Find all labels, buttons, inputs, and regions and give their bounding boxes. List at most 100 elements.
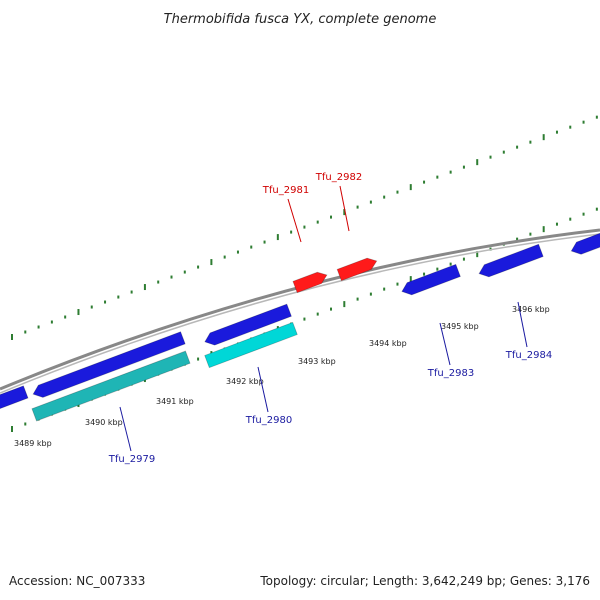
gene-tfu-2979-arrow-body <box>33 331 186 398</box>
leader-tfu-2982 <box>339 185 350 232</box>
gene-labels: Tfu_2979 Tfu_2980 Tfu_2981 Tfu_2982 Tfu_2983… <box>108 172 552 465</box>
label-tfu-2983: Tfu_2983 <box>427 368 474 379</box>
gene-tfu-2980-arrow-edge <box>204 303 292 346</box>
gene-tfu-2982-arrow <box>336 257 378 282</box>
inner-tick <box>516 237 519 241</box>
inner-tick <box>542 226 545 233</box>
map-title: Thermobifida fusca YX, complete genome <box>164 12 437 27</box>
outer-tick <box>250 245 253 249</box>
gene-tfu-2981-arrow-body <box>292 272 327 293</box>
inner-tick <box>11 426 13 432</box>
gene-blue-edge-arrow <box>0 385 29 410</box>
outer-tick <box>104 300 107 304</box>
gene-tfu-2981-arrow <box>292 271 328 294</box>
outer-tick <box>77 309 80 316</box>
outer-tick <box>569 125 572 129</box>
inner-tick <box>529 232 532 236</box>
cyan-bar-edge <box>204 321 298 369</box>
inner-tick <box>303 317 306 321</box>
gene-features <box>0 230 600 422</box>
inner-tick <box>330 307 333 311</box>
leader-tfu-2980 <box>257 366 269 413</box>
outer-tick <box>117 295 120 299</box>
teal-bar <box>31 350 191 422</box>
inner-tick <box>383 287 386 291</box>
scale-label: 3493 kbp <box>298 357 336 366</box>
outer-tick <box>170 275 173 279</box>
inner-tick <box>462 257 465 261</box>
inner-tick <box>369 292 372 296</box>
gene-blue-right-arrow <box>570 230 600 255</box>
inner-tick <box>555 222 558 226</box>
accession-text: Accession: NC_007333 <box>9 574 146 588</box>
label-tfu-2980: Tfu_2980 <box>245 415 292 426</box>
gene-blue-right-arrow-edge <box>570 230 600 255</box>
outer-tick-track <box>11 115 598 340</box>
gene-tfu-2982-arrow-body <box>337 258 377 281</box>
outer-tick <box>50 320 53 324</box>
outer-tick <box>303 225 306 229</box>
outer-tick <box>476 159 479 166</box>
gene-tfu-2979-arrow <box>32 331 186 398</box>
leader-tfu-2981 <box>287 198 302 243</box>
outer-tick <box>330 215 333 219</box>
inner-tick <box>569 217 572 221</box>
gene-tfu-2984-arrow-edge <box>478 243 544 278</box>
scale-labels: 3489 kbp 3490 kbp 3491 kbp 3492 kbp 3493 kbp… <box>14 305 550 448</box>
label-tfu-2982: Tfu_2982 <box>315 172 362 183</box>
label-tfu-2984: Tfu_2984 <box>505 350 552 361</box>
inner-tick <box>436 267 439 271</box>
outer-tick <box>37 325 40 329</box>
outer-tick <box>143 284 146 291</box>
inner-tick <box>409 276 412 283</box>
scale-label: 3490 kbp <box>85 418 123 427</box>
scale-label: 3495 kbp <box>441 322 479 331</box>
inner-tick <box>396 282 399 286</box>
outer-tick <box>11 334 13 340</box>
gene-tfu-2981-arrow-edge <box>292 271 328 294</box>
outer-tick <box>423 180 426 184</box>
leader-tfu-2984 <box>517 301 528 348</box>
leader-tfu-2983 <box>439 322 451 366</box>
scale-label: 3491 kbp <box>156 397 194 406</box>
inner-tick <box>24 422 27 426</box>
outer-tick <box>542 134 545 141</box>
teal-bar-edge <box>31 350 191 422</box>
gene-tfu-2980-arrow <box>204 303 292 346</box>
gene-tfu-2983-arrow <box>401 263 461 296</box>
outer-tick <box>130 290 133 294</box>
scale-label: 3492 kbp <box>226 377 264 386</box>
scale-label: 3489 kbp <box>14 439 52 448</box>
outer-tick <box>582 120 585 124</box>
outer-tick <box>502 150 505 154</box>
gene-tfu-2984-arrow-body <box>479 244 544 277</box>
outer-tick <box>516 145 519 149</box>
inner-tick <box>316 312 319 316</box>
outer-tick <box>436 175 439 179</box>
outer-tick <box>595 115 598 119</box>
gene-tfu-2983-arrow-edge <box>401 263 461 296</box>
gene-blue-edge-arrow-body <box>0 385 29 410</box>
outer-tick <box>64 315 67 319</box>
outer-tick <box>290 230 293 234</box>
cyan-bar <box>204 321 298 369</box>
outer-tick <box>24 330 27 334</box>
teal-bar-body <box>31 351 191 421</box>
gene-tfu-2982-arrow-edge <box>336 257 378 282</box>
outer-tick <box>263 240 266 244</box>
topology-text: Topology: circular; Length: 3,642,249 bp… <box>260 574 590 588</box>
outer-tick <box>462 165 465 169</box>
outer-tick <box>316 220 319 224</box>
outer-tick <box>529 140 532 144</box>
inner-tick <box>449 262 452 266</box>
label-tfu-2979: Tfu_2979 <box>108 454 155 465</box>
inner-tick <box>423 272 426 276</box>
inner-tick <box>197 357 200 361</box>
scale-label: 3496 kbp <box>512 305 550 314</box>
cyan-bar-body <box>204 322 298 368</box>
gene-blue-right-arrow-body <box>571 230 600 255</box>
outer-tick <box>157 280 160 284</box>
inner-tick <box>582 212 585 216</box>
outer-tick <box>236 250 239 254</box>
